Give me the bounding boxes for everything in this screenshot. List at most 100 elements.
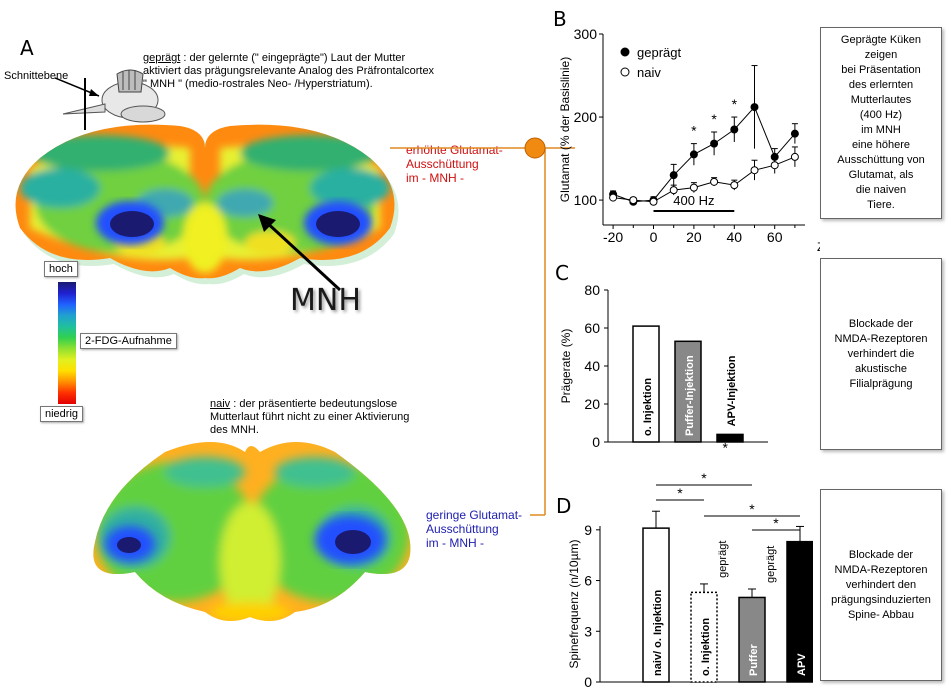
bar-label-2: Puffer [748,644,760,677]
info-box-b-line: zeigen [864,49,898,61]
y-tick-label: 0 [592,434,600,450]
data-point-naiv [770,161,779,170]
info-box-b-line: Tiere. [867,199,895,211]
data-point-gepraegt [750,103,759,112]
x-tick-label: -20 [603,229,623,245]
info-box-b-line: im MNH [861,124,901,136]
panel-d-letter: D [556,494,572,518]
y-tick-label: 20 [584,396,600,412]
info-box-c: Blockade der NMDA-Rezeptoren verhindert di… [820,258,942,450]
bar-2 [716,433,744,443]
significance-star: * [701,470,707,486]
blue-annotation-line-3: im - MNH - [426,536,484,550]
x-tick-label: 60 [767,229,783,245]
info-box-c-line: NMDA-Rezeptoren [834,332,928,345]
scale-title: 2-FDG-Aufnahme [80,333,177,349]
info-box-c-line: verhindert die [847,347,915,360]
series-line-naiv [613,156,796,203]
data-point-naiv [710,177,719,186]
bar-3 [786,540,813,683]
section-plane-label: Schnittebene [4,70,69,82]
chart-c-imprinting: 0 20 40 60 80 Prägerate (%) o. Injektion Puffer… [559,282,768,455]
y-tick-label: 9 [584,522,592,538]
info-box-d-line: NMDA-Rezeptoren [834,563,928,576]
info-box-b-line: Mutterlautes [850,94,912,106]
chick-head-sketch [55,69,166,130]
data-point-gepraegt [710,139,719,148]
mnh-label: MNH [290,283,361,318]
blue-annotation-line-2: Ausschüttung [426,522,499,536]
info-box-d-line: prägungsinduzierten [831,593,931,606]
bar-label-1: Puffer-Injektion [684,355,696,436]
data-point-gepraegt [669,171,678,180]
red-annotation: erhöhte Glutamat- Ausschüttung im - MNH … [406,143,503,185]
info-box-b: Geprägte Küken zeigen bei Präsentation des … [820,27,942,219]
info-box-d-line: Spine- Abbau [847,608,915,621]
y-tick-label: 3 [584,623,592,639]
info-box-d-line: verhindert den [845,578,917,591]
significance-star: * [773,515,779,531]
bar-label-0: naiv/ o. Injektion [652,590,664,676]
info-box-b-line: die naiven [855,184,907,196]
panel-c-letter: C [555,261,569,285]
bar-label-2: APV-Injektion [726,355,738,426]
data-point-naiv [629,196,638,205]
data-point-naiv [730,181,739,190]
info-box-c-line: Blockade der [848,317,914,330]
sub-label-gepraegt: geprägt [765,546,777,583]
x-tick-label: 0 [650,229,658,245]
data-point-naiv [669,186,678,195]
y-tick-label: 200 [574,109,598,125]
significance-star: * [711,111,717,127]
info-box-d-text: Blockade der NMDA-Rezeptoren verhindert de… [831,548,931,623]
y-tick-label: 0 [584,674,592,690]
info-box-c-text: Blockade der NMDA-Rezeptoren verhindert di… [835,317,928,392]
y-tick-label: 40 [584,358,600,374]
y-axis-label: Glutamat (% der Basislinie) [558,57,572,202]
gepraegt-line-3: " MNH " (medio-rostrales Neo- /Hyperstri… [143,78,373,90]
significance-star: * [677,485,683,501]
gepraegt-line-2: aktiviert das prägungsrelevante Analog d… [143,65,435,77]
brain-scan-naiv [93,442,411,621]
naiv-line-2: Mutterlaut führt nicht zu einer Aktivier… [210,411,410,423]
mnh-arrow [258,214,342,292]
significance-star: * [691,123,697,139]
bar-1 [674,340,702,443]
info-box-d: Blockade der NMDA-Rezeptoren verhindert de… [820,489,942,681]
naiv-word: naiv [210,398,231,410]
info-box-b-line: (400 Hz) [859,109,903,121]
y-axis-label: Prägerate (%) [559,329,573,404]
info-box-b-line: Ausschüttung von [837,154,925,166]
info-box-d-line: Blockade der [848,548,914,561]
x-tick-label: 40 [727,229,743,245]
series-line-gepraegt [612,106,796,203]
y-tick-label: 60 [584,320,600,336]
info-box-b-line: eine höhere [851,139,911,151]
sub-label-gepraegt: geprägt [717,541,729,578]
significance-star: * [723,439,729,455]
bar-2 [738,596,766,683]
data-point-gepraegt [730,125,739,134]
data-point-naiv [609,193,618,202]
data-point-naiv [750,166,759,175]
significance-star: * [749,501,755,517]
bar-label-3: APV [796,653,808,676]
bar-0 [642,527,670,683]
info-box-c-line: akustische [855,362,907,375]
bar-0 [632,325,660,443]
info-box-b-line: Glutamat, als [848,169,914,181]
x-axis-label: Zeit (min) [817,240,820,254]
legend-label-naiv: naiv [637,65,661,80]
y-tick-label: 300 [574,26,598,42]
stimulus-label: 400 Hz [673,193,714,208]
panel-b-letter: B [553,7,567,31]
legend-marker-gepraegt [620,47,630,57]
naiv-line-1: : der präsentierte bedeutungslose [230,398,398,410]
brain-scan-gepraegt [15,124,399,285]
gepraegt-description: geprägt : der gelernte (" eingeprägte") … [143,52,503,91]
significance-star: * [732,96,738,112]
x-tick-label: 20 [686,229,702,245]
info-box-b-text: Geprägte Küken zeigen bei Präsentation des … [837,33,924,213]
info-box-b-line: Geprägte Küken [840,34,922,46]
